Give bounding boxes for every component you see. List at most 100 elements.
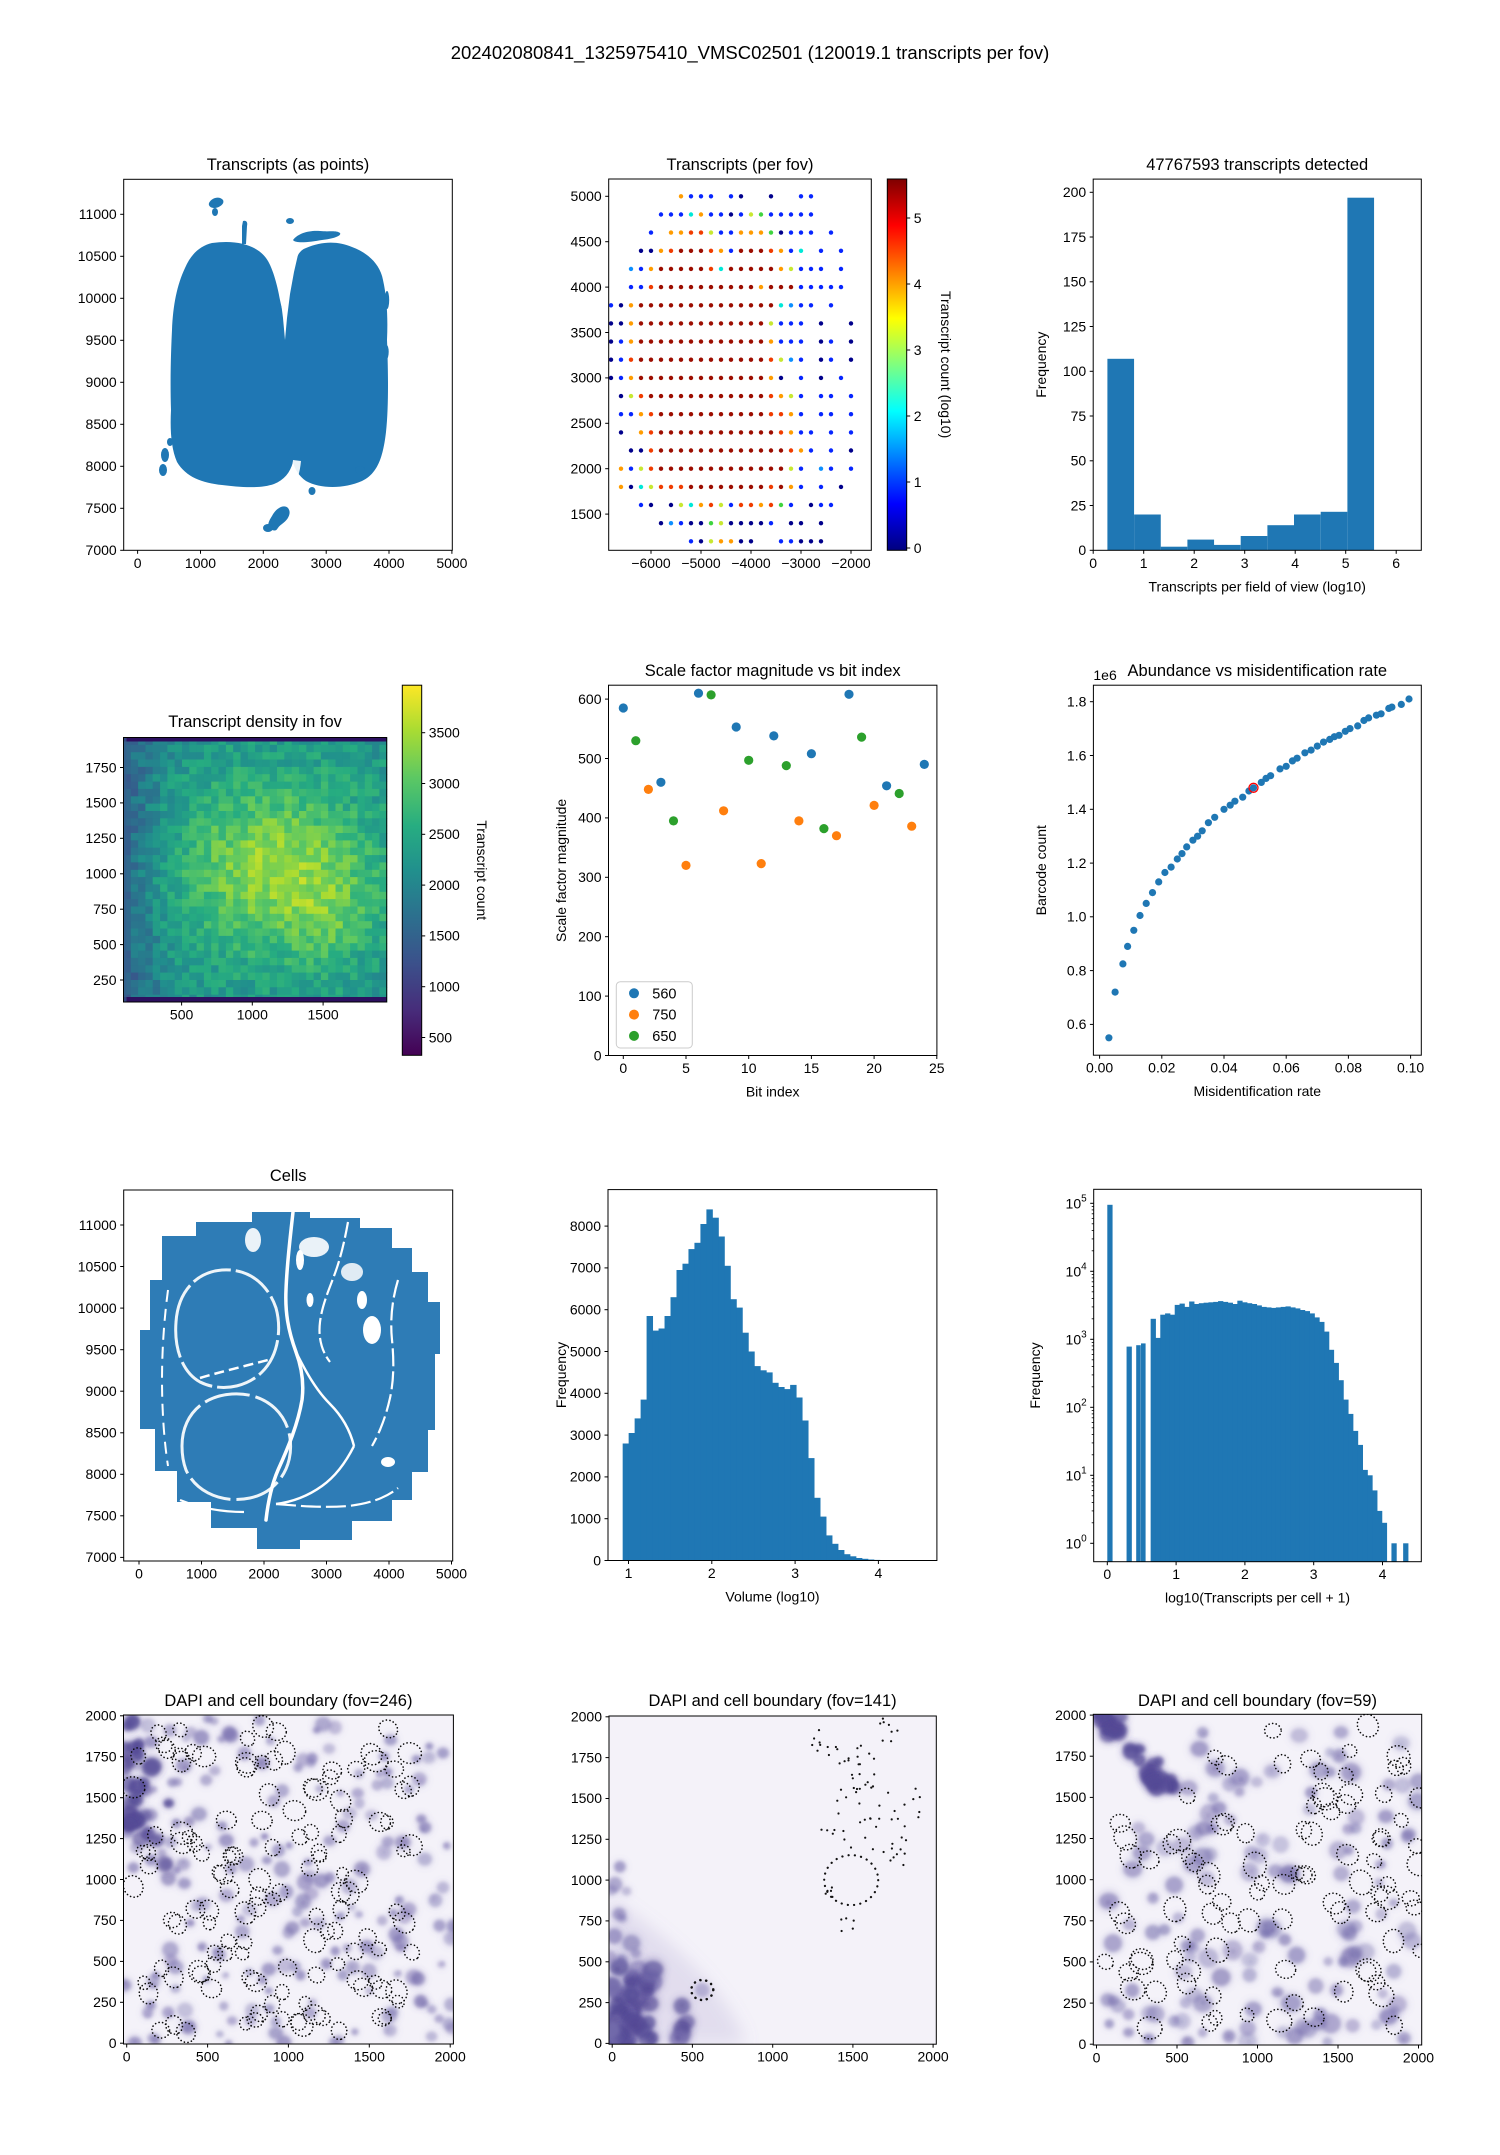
svg-text:1000: 1000 [570,1511,601,1527]
svg-text:0: 0 [123,2049,131,2065]
svg-text:560: 560 [652,986,676,1002]
svg-text:1750: 1750 [1055,1748,1086,1764]
svg-text:300: 300 [578,869,602,885]
svg-text:10500: 10500 [78,1258,117,1274]
svg-text:47767593 transcripts detected: 47767593 transcripts detected [1146,156,1368,174]
svg-text:Transcript count (log10): Transcript count (log10) [938,291,954,438]
svg-text:8000: 8000 [570,1218,601,1234]
svg-text:7500: 7500 [86,500,117,516]
svg-text:5: 5 [914,210,922,226]
svg-text:150: 150 [1063,274,1087,290]
svg-text:0.8: 0.8 [1067,962,1087,978]
svg-text:2: 2 [1190,555,1198,571]
svg-text:1000: 1000 [571,1872,602,1888]
svg-text:5000: 5000 [436,1566,467,1582]
svg-text:5000: 5000 [436,555,467,571]
svg-text:600: 600 [578,691,602,707]
svg-text:5000: 5000 [571,188,602,204]
svg-text:0: 0 [109,2035,117,2051]
svg-text:5000: 5000 [570,1343,601,1359]
svg-text:0: 0 [914,540,922,556]
svg-text:250: 250 [579,1994,603,2010]
svg-text:1750: 1750 [85,1749,116,1765]
svg-text:Volume (log10): Volume (log10) [725,1589,819,1605]
svg-text:Scale factor magnitude: Scale factor magnitude [553,799,569,942]
svg-text:1000: 1000 [1242,2050,1273,2066]
svg-text:4: 4 [914,276,922,292]
svg-text:7000: 7000 [86,1549,117,1565]
svg-text:Cells: Cells [270,1167,307,1185]
svg-text:4: 4 [1379,1566,1387,1582]
svg-text:650: 650 [652,1029,676,1045]
svg-text:3500: 3500 [571,324,602,340]
svg-text:0: 0 [594,1047,602,1063]
svg-text:4000: 4000 [373,1566,404,1582]
svg-text:Scale factor magnitude vs bit: Scale factor magnitude vs bit index [645,662,902,680]
svg-text:1500: 1500 [85,1790,116,1806]
svg-text:500: 500 [429,1029,453,1045]
svg-text:−2000: −2000 [831,555,871,571]
svg-text:2000: 2000 [248,555,279,571]
svg-text:11000: 11000 [79,206,117,222]
svg-text:1000: 1000 [85,866,116,882]
svg-text:8000: 8000 [86,458,117,474]
svg-text:1250: 1250 [85,830,116,846]
svg-text:2000: 2000 [248,1566,279,1582]
svg-text:500: 500 [578,750,602,766]
svg-text:0.02: 0.02 [1148,1060,1175,1076]
svg-text:1500: 1500 [429,928,460,944]
svg-text:500: 500 [93,936,117,952]
svg-text:1500: 1500 [1322,2050,1353,2066]
svg-text:750: 750 [652,1008,676,1024]
svg-text:0: 0 [1089,555,1097,571]
svg-text:2000: 2000 [571,1709,602,1725]
svg-text:5: 5 [682,1060,690,1076]
svg-text:1500: 1500 [837,2049,868,2065]
svg-text:1250: 1250 [571,1831,602,1847]
svg-text:5: 5 [1342,555,1350,571]
svg-text:Transcript count: Transcript count [474,820,490,920]
svg-text:100: 100 [578,988,602,1004]
svg-text:Misidentification rate: Misidentification rate [1193,1083,1321,1099]
svg-text:1.0: 1.0 [1067,909,1087,925]
svg-text:11000: 11000 [79,1217,117,1233]
svg-text:15: 15 [804,1060,820,1076]
svg-text:10: 10 [741,1060,757,1076]
svg-text:2500: 2500 [571,415,602,431]
svg-text:4: 4 [875,1565,883,1581]
svg-text:75: 75 [1071,408,1087,424]
svg-text:2000: 2000 [85,1708,116,1724]
svg-text:2500: 2500 [429,826,460,842]
svg-text:1.4: 1.4 [1067,801,1087,817]
svg-text:1: 1 [1172,1566,1180,1582]
svg-text:9000: 9000 [86,1383,117,1399]
svg-text:0: 0 [593,1552,601,1568]
svg-text:500: 500 [579,1954,603,1970]
svg-text:DAPI and cell boundary (fov=59: DAPI and cell boundary (fov=59) [1138,1692,1377,1710]
svg-text:10500: 10500 [78,248,117,264]
svg-text:2000: 2000 [570,1469,601,1485]
svg-text:500: 500 [1063,1954,1087,1970]
svg-text:200: 200 [578,929,602,945]
svg-text:3000: 3000 [570,1427,601,1443]
svg-text:1500: 1500 [571,1790,602,1806]
svg-text:2: 2 [1241,1566,1249,1582]
svg-text:1000: 1000 [237,1007,268,1023]
svg-text:0.00: 0.00 [1086,1060,1113,1076]
svg-text:1: 1 [625,1565,633,1581]
svg-text:Frequency: Frequency [1033,332,1049,398]
svg-text:250: 250 [93,1994,117,2010]
svg-text:log10(Transcripts per cell + 1: log10(Transcripts per cell + 1) [1165,1590,1350,1606]
svg-text:1: 1 [1140,555,1148,571]
svg-text:20: 20 [866,1060,882,1076]
svg-text:1500: 1500 [308,1007,339,1023]
svg-text:25: 25 [1071,497,1087,513]
svg-text:0.10: 0.10 [1397,1060,1424,1076]
svg-text:0: 0 [1103,1566,1111,1582]
svg-text:Barcode count: Barcode count [1033,825,1049,915]
svg-text:750: 750 [93,901,117,917]
svg-text:2000: 2000 [429,877,460,893]
svg-text:10000: 10000 [78,1300,117,1316]
svg-text:500: 500 [196,2049,220,2065]
svg-text:0: 0 [135,1566,143,1582]
